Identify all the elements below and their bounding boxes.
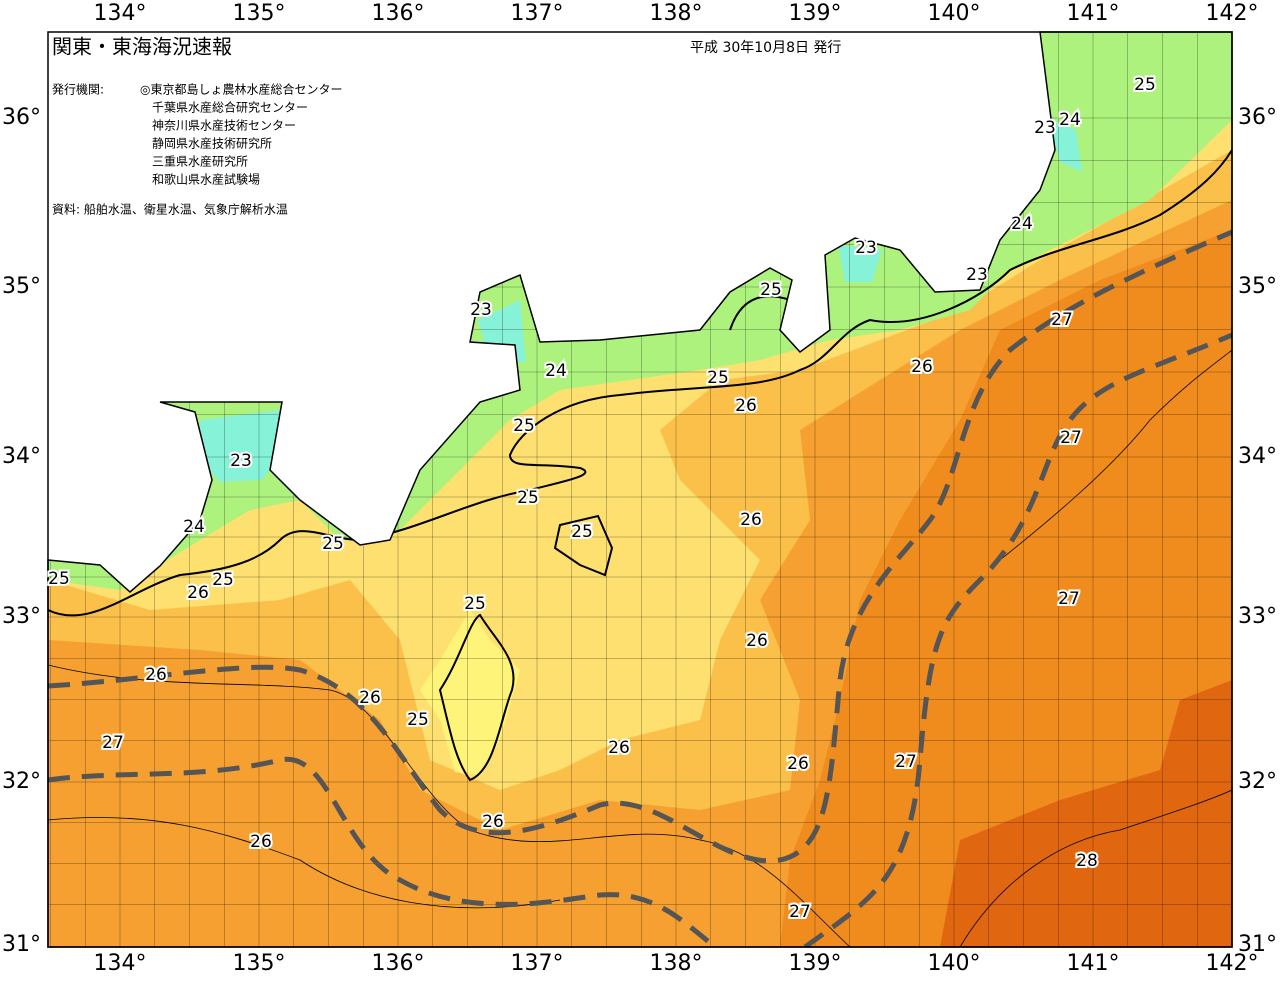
data-source: 資料: 船舶水温、衛星水温、気象庁解析水温 — [52, 202, 288, 217]
latitude-label: 36° — [2, 105, 41, 130]
latitude-label: 33° — [2, 604, 41, 629]
contour-label: 26 — [482, 812, 504, 832]
contour-label: 27 — [1060, 428, 1082, 448]
latitude-label: 36° — [1238, 105, 1277, 130]
contour-label: 27 — [102, 733, 124, 753]
longitude-label: 142° — [1206, 1, 1259, 26]
contour-label: 23 — [855, 238, 877, 258]
isotherm-lines — [48, 149, 1232, 782]
contour-label: 24 — [545, 361, 567, 381]
longitude-label: 139° — [789, 1, 842, 26]
contour-label: 25 — [212, 570, 234, 590]
contour-label: 25 — [571, 522, 593, 542]
contour-label: 25 — [322, 534, 344, 554]
contour-label: 25 — [48, 569, 70, 589]
longitude-label: 137° — [511, 951, 564, 976]
latitude-label: 32° — [2, 769, 41, 794]
contour-label: 28 — [1076, 851, 1098, 871]
issuer-list: ◎東京都島しょ農林水産総合センター千葉県水産総合研究センター神奈川県水産技術セン… — [140, 82, 342, 187]
latitude-label: 34° — [2, 444, 41, 469]
longitude-label: 136° — [372, 1, 425, 26]
contour-label: 26 — [145, 665, 167, 685]
contour-label: 26 — [359, 688, 381, 708]
latitude-label: 32° — [1238, 769, 1277, 794]
issuer-label: 発行機関: — [52, 82, 104, 97]
latitude-label: 33° — [1238, 604, 1277, 629]
contour-label: 26 — [746, 631, 768, 651]
contour-label: 23 — [966, 265, 988, 285]
longitude-label: 135° — [233, 951, 286, 976]
issuer: 静岡県水産技術研究所 — [152, 136, 272, 151]
latitude-label: 35° — [1238, 274, 1277, 299]
longitude-label: 140° — [928, 951, 981, 976]
longitude-label: 141° — [1067, 951, 1120, 976]
contour-label: 23 — [470, 300, 492, 320]
longitude-label: 141° — [1067, 1, 1120, 26]
contour-label: 25 — [760, 280, 782, 300]
contour-label: 26 — [735, 396, 757, 416]
issuer: 神奈川県水産技術センター — [152, 118, 296, 133]
issuer: 三重県水産研究所 — [152, 154, 248, 169]
latitude-label: 35° — [2, 274, 41, 299]
contour-label: 26 — [608, 738, 630, 758]
longitude-label: 139° — [789, 951, 842, 976]
contour-label: 26 — [787, 754, 809, 774]
contour-label: 26 — [187, 583, 209, 603]
contour-label: 25 — [407, 710, 429, 730]
latitude-label: 31° — [1238, 932, 1277, 957]
contour-label: 27 — [895, 752, 917, 772]
longitude-label: 134° — [94, 1, 147, 26]
kuroshio-axis — [48, 229, 1232, 947]
issue-date: 平成 30年10月8日 発行 — [690, 40, 841, 56]
contour-label: 26 — [250, 832, 272, 852]
latitude-label: 34° — [1238, 444, 1277, 469]
longitude-label: 138° — [650, 1, 703, 26]
issuer: 千葉県水産総合研究センター — [152, 100, 308, 115]
longitude-label: 140° — [928, 1, 981, 26]
contour-label: 25 — [1134, 75, 1156, 95]
contour-label: 23 — [230, 451, 252, 471]
contour-label: 24 — [1011, 214, 1033, 234]
contour-label: 27 — [789, 902, 811, 922]
issuer: 和歌山県水産試験場 — [152, 172, 260, 187]
sea-temperature-field — [48, 32, 1232, 947]
contour-label: 24 — [183, 517, 205, 537]
contour-label: 25 — [517, 488, 539, 508]
contour-label: 25 — [464, 594, 486, 614]
longitude-label: 138° — [650, 951, 703, 976]
contour-label: 23 — [1034, 118, 1056, 138]
contour-label: 26 — [911, 357, 933, 377]
longitude-label: 135° — [233, 1, 286, 26]
contour-label: 26 — [740, 510, 762, 530]
map-title: 関東・東海海況速報 — [52, 35, 232, 59]
contour-label: 27 — [1058, 589, 1080, 609]
contour-label: 24 — [1059, 110, 1081, 130]
longitude-label: 137° — [511, 1, 564, 26]
map-frame — [47, 31, 1233, 948]
contour-label: 27 — [1051, 310, 1073, 330]
latitude-label: 31° — [2, 932, 41, 957]
longitude-label: 136° — [372, 951, 425, 976]
longitude-label: 134° — [94, 951, 147, 976]
longitude-label: 142° — [1206, 951, 1259, 976]
contour-label: 25 — [513, 416, 535, 436]
issuer: ◎東京都島しょ農林水産総合センター — [140, 82, 342, 97]
contour-label: 25 — [707, 368, 729, 388]
